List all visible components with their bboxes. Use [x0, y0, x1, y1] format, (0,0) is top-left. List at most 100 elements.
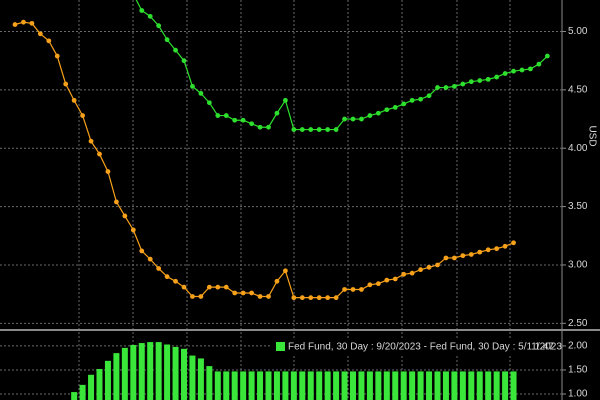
data-point [325, 295, 331, 301]
y-tick-label: 2.00 [568, 341, 588, 352]
data-point [367, 113, 373, 118]
plot-area [71, 342, 517, 400]
data-point [359, 287, 364, 292]
data-point [232, 117, 238, 123]
data-point [105, 169, 111, 174]
bar [265, 371, 272, 400]
data-point [215, 284, 221, 290]
data-point [12, 22, 18, 27]
data-point [139, 248, 145, 254]
bar [197, 358, 204, 400]
bar [510, 371, 517, 400]
data-point [409, 270, 415, 276]
y-tick-label: 2.50 [568, 318, 588, 329]
data-point [333, 295, 339, 301]
bar [121, 347, 128, 400]
bar [324, 371, 331, 400]
bar [206, 366, 213, 400]
bar [366, 371, 373, 400]
data-point [544, 53, 550, 59]
bar [316, 371, 323, 400]
legend-box [270, 338, 558, 356]
data-point [223, 284, 229, 290]
data-point [257, 124, 263, 130]
bar [231, 371, 238, 400]
bar [307, 371, 314, 400]
plot-area [12, 0, 550, 301]
bar [189, 355, 196, 400]
bar [223, 371, 230, 400]
bar [130, 344, 137, 400]
data-point [435, 85, 440, 90]
data-point [426, 264, 432, 270]
bar [375, 371, 382, 400]
bar [96, 369, 103, 400]
data-point [147, 256, 153, 262]
data-point [494, 74, 500, 80]
legend-label: Fed Fund, 30 Day : 9/20/2023 - Fed Fund,… [288, 342, 562, 353]
bar [383, 371, 390, 400]
data-point [367, 282, 373, 288]
data-point [46, 38, 52, 44]
data-point [206, 100, 212, 106]
bar [138, 343, 145, 400]
bar [493, 371, 500, 400]
data-point [223, 113, 229, 118]
data-point [460, 253, 466, 259]
bar [459, 371, 466, 400]
data-point [198, 294, 204, 299]
data-point [173, 47, 178, 53]
data-point [63, 81, 69, 87]
data-point [249, 290, 255, 296]
data-point [316, 295, 322, 301]
data-point [511, 240, 516, 246]
data-point [114, 199, 119, 205]
data-point [392, 276, 398, 282]
data-point [190, 294, 195, 299]
bar [485, 371, 492, 400]
data-point [511, 68, 516, 74]
y-axis-title: USD [586, 125, 597, 146]
bar [442, 371, 449, 400]
y-tick-label: 4.00 [568, 143, 588, 154]
data-point [443, 255, 449, 261]
data-point [37, 31, 43, 37]
data-point [29, 20, 35, 26]
data-point [266, 294, 271, 299]
data-point [485, 247, 491, 253]
y-tick-label: 1.00 [568, 389, 588, 400]
bar [282, 371, 289, 400]
bar [417, 371, 424, 400]
data-point [477, 78, 483, 83]
bar [273, 371, 280, 400]
data-point [156, 23, 162, 29]
data-point [392, 104, 398, 110]
data-point [291, 127, 297, 132]
data-point [452, 255, 457, 261]
data-point [164, 274, 170, 280]
data-point [359, 116, 364, 122]
bar [350, 371, 356, 400]
data-point [375, 110, 381, 116]
data-point [21, 19, 26, 25]
data-point [316, 127, 322, 132]
data-point [308, 127, 314, 132]
y-tick-label: 3.00 [568, 260, 588, 271]
bar [451, 371, 458, 400]
bar [257, 371, 264, 400]
data-point [350, 287, 356, 292]
bar [155, 342, 162, 400]
y-tick-label: 5.00 [568, 26, 588, 37]
legend-value: 1.47 [535, 342, 555, 353]
bar [172, 346, 179, 400]
data-point [283, 97, 288, 103]
data-point [181, 284, 187, 290]
data-point [88, 138, 94, 144]
data-point [401, 271, 407, 277]
bar [392, 371, 399, 400]
bar [290, 371, 297, 400]
data-point [266, 124, 271, 130]
bar [88, 374, 95, 400]
data-point [468, 252, 474, 257]
